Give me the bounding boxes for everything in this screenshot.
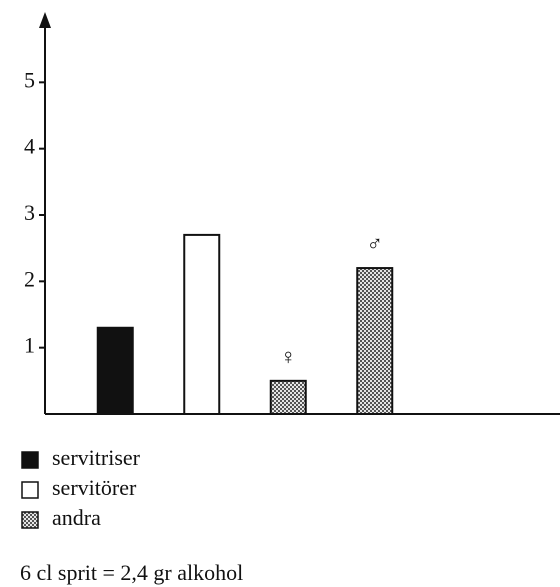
y-tick-label: 4: [24, 134, 35, 159]
legend-swatch: [21, 511, 39, 529]
y-tick-label: 5: [24, 67, 35, 92]
y-tick-label: 2: [24, 266, 35, 291]
y-axis-arrow: [39, 12, 51, 28]
bar: [96, 326, 134, 415]
note: 6 cl sprit = 2,4 gr alkohol: [20, 560, 243, 585]
category-label: ♂: [367, 231, 384, 256]
legend-label: servitriser: [52, 445, 141, 470]
legend-swatch: [21, 451, 39, 469]
bar: [269, 379, 307, 416]
category-label: ♀: [280, 344, 297, 369]
y-tick-label: 1: [24, 333, 35, 358]
legend-swatch: [21, 481, 39, 499]
legend-label: andra: [52, 505, 101, 530]
bar: [183, 233, 221, 415]
bar: [356, 267, 394, 416]
y-tick-label: 3: [24, 200, 35, 225]
legend-label: servitörer: [52, 475, 137, 500]
